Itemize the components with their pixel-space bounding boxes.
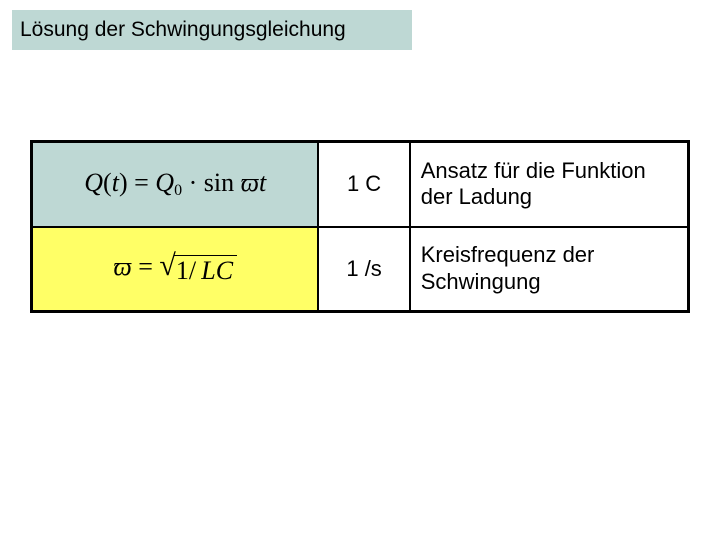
formula-cell-1: Q(t) = Q0 · sin ϖt [32,142,319,227]
table-row: ϖ = √1/ LC 1 /s Kreisfrequenz der Schwin… [32,227,689,312]
definitions-table: Q(t) = Q0 · sin ϖt 1 C Ansatz für die Fu… [30,140,690,313]
slide: Lösung der Schwingungsgleichung Q(t) = Q… [0,0,720,540]
formula-1: Q(t) = Q0 · sin ϖt [84,168,266,200]
slide-title: Lösung der Schwingungsgleichung [12,10,412,50]
unit-cell-2: 1 /s [318,227,409,312]
unit-cell-1: 1 C [318,142,409,227]
desc-1: Ansatz für die Funktion der Ladung [421,158,646,209]
unit-1: 1 C [347,171,381,196]
unit-2: 1 /s [346,256,381,281]
desc-cell-1: Ansatz für die Funktion der Ladung [410,142,689,227]
formula-2: ϖ = √1/ LC [113,252,237,286]
formula-cell-2: ϖ = √1/ LC [32,227,319,312]
slide-title-text: Lösung der Schwingungsgleichung [20,18,346,42]
desc-cell-2: Kreisfrequenz der Schwingung [410,227,689,312]
table-row: Q(t) = Q0 · sin ϖt 1 C Ansatz für die Fu… [32,142,689,227]
desc-2: Kreisfrequenz der Schwingung [421,242,595,293]
